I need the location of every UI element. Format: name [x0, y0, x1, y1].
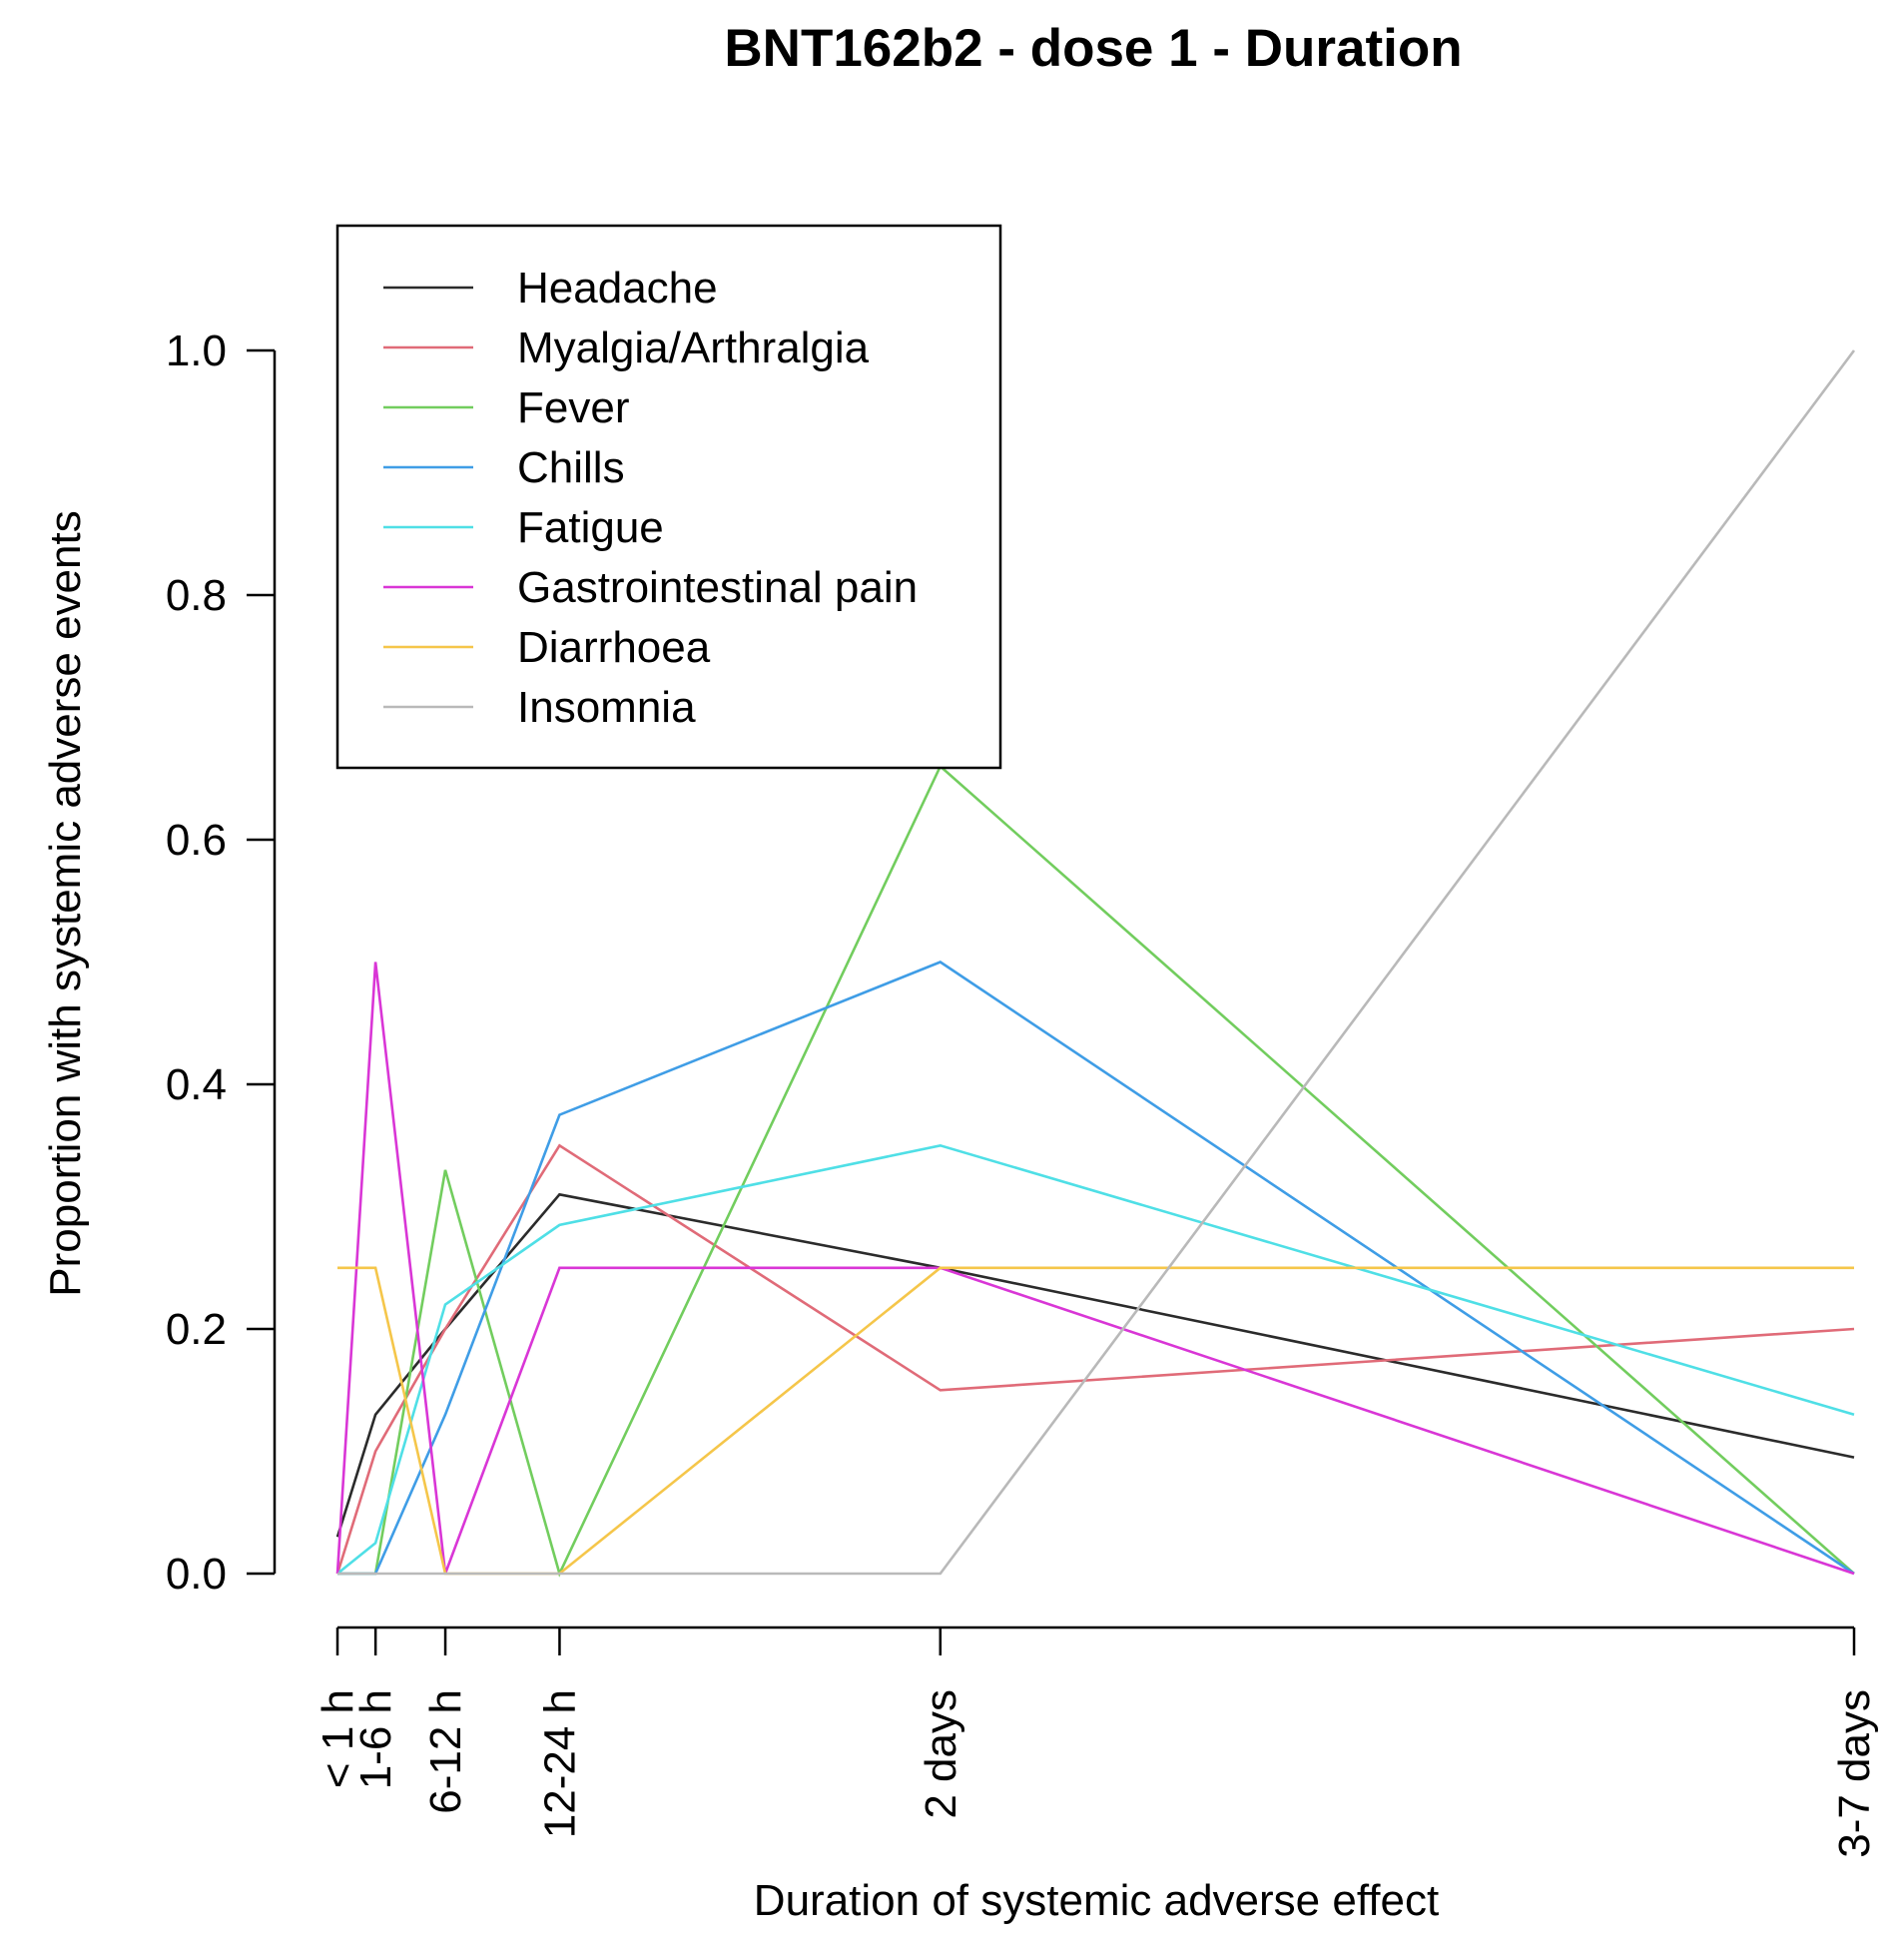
x-tick-label: 2 days	[917, 1689, 965, 1819]
legend-label-chills: Chills	[517, 443, 625, 492]
legend-label-insomnia: Insomnia	[517, 683, 696, 732]
legend-label-gastrointestinal-pain: Gastrointestinal pain	[517, 563, 918, 612]
legend: Headache Myalgia/Arthralgia Fever Chills Fat…	[335, 224, 1002, 770]
x-tick-label: 12-24 h	[535, 1689, 584, 1838]
legend-label-myalgia-arthralgia: Myalgia/Arthralgia	[517, 324, 870, 372]
legend-label-fatigue: Fatigue	[517, 503, 664, 552]
legend-items: Headache Myalgia/Arthralgia Fever Chills Fat…	[383, 264, 918, 732]
x-axis-label: Duration of systemic adverse effect	[754, 1876, 1439, 1925]
series-line-fatigue	[336, 1143, 1855, 1576]
x-axis-ticks: < 1 h1-6 h 6-12 h 12-24 h 2 days 3-7 days	[314, 1627, 1879, 1858]
series-line-myalgia-arthralgia	[335, 1143, 1855, 1575]
legend-label-fever: Fever	[517, 383, 629, 432]
y-tick-label: 0.4	[166, 1060, 227, 1109]
y-axis-label: Proportion with systemic adverse events	[41, 510, 90, 1296]
series-line-insomnia	[337, 349, 1856, 1576]
series-lines	[335, 349, 1856, 1578]
y-tick-label: 0.0	[166, 1550, 227, 1599]
chart-title: BNT162b2 - dose 1 - Duration	[724, 19, 1462, 78]
x-tick-label: 1-6 h	[351, 1689, 400, 1789]
series-line-fever	[337, 764, 1855, 1578]
y-tick-label: 0.2	[166, 1305, 227, 1354]
legend-label-diarrhoea: Diarrhoea	[517, 623, 711, 672]
x-tick-label: 3-7 days	[1830, 1689, 1879, 1858]
y-tick-label: 0.8	[166, 571, 227, 620]
legend-label-headache: Headache	[517, 264, 718, 313]
y-tick-label: 0.6	[166, 816, 227, 865]
y-tick-label: 1.0	[166, 326, 227, 375]
series-line-gastrointestinal-pain	[335, 962, 1855, 1576]
x-tick-label: < 1 h	[314, 1689, 362, 1788]
legend-box	[335, 224, 1002, 770]
x-tick-label: 6-12 h	[421, 1689, 470, 1814]
y-axis-ticks: 0.0 0.2 0.4 0.6 0.8 1.0	[166, 326, 275, 1599]
